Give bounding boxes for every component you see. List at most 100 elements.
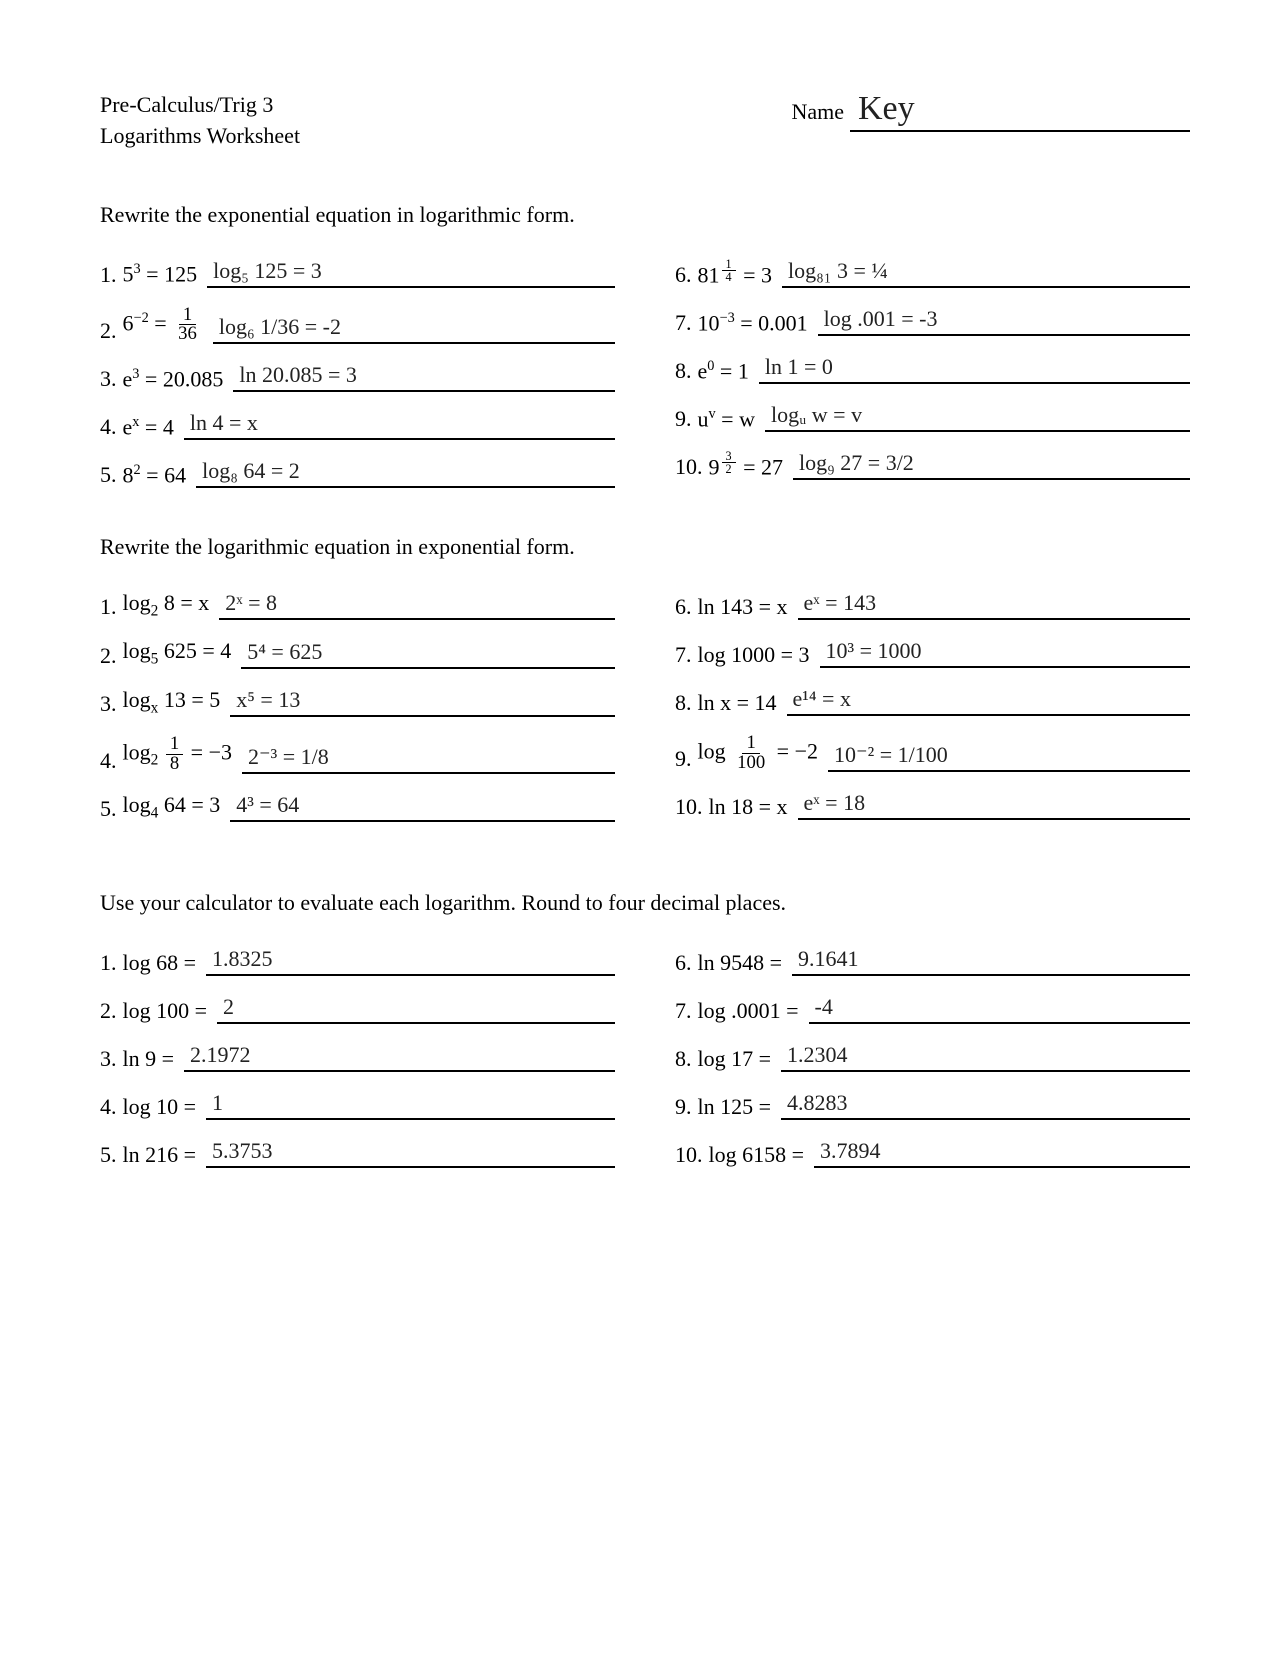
problem-row: 3.ln 9 =2.1972 [100,1042,615,1072]
section3-right: 6.ln 9548 =9.16417.log .0001 =-48.log 17… [675,928,1190,1186]
problem-given: log .0001 = [698,998,799,1024]
problem-row: 4.log2 18 = −32⁻³ = 1/8 [100,735,615,773]
section2-cols: 1.log2 8 = x2ˣ = 8 2.log5 625 = 4 5⁴ = 625… [100,572,1190,840]
problem-number: 8. [675,358,692,384]
problem-given: 53 = 125 [123,261,198,287]
problem-given: logx 13 = 5 [123,687,221,717]
problem-number: 2. [100,643,117,669]
worksheet-page: Pre-Calculus/Trig 3 Logarithms Worksheet… [0,0,1280,1656]
problem-number: 5. [100,796,117,822]
problem-given: e3 = 20.085 [123,366,224,392]
problem-number: 1. [100,594,117,620]
problem-given: 82 = 64 [123,462,187,488]
worksheet-title: Logarithms Worksheet [100,121,300,152]
problem-answer: 1.2304 [781,1042,1190,1072]
problem-answer: log₉ 27 = 3/2 [793,450,1190,480]
problem-row: 1.log 68 =1.8325 [100,946,615,976]
problem-answer: log₅ 125 = 3 [207,258,615,288]
problem-given: ln 9548 = [698,950,783,976]
problem-answer: x⁵ = 13 [230,687,615,717]
problem-given: ln 143 = x [698,594,788,620]
problem-row: 6.8114 = 3log₈₁ 3 = ¼ [675,258,1190,288]
problem-number: 4. [100,414,117,440]
problem-row: 2.log 100 =2 [100,994,615,1024]
problem-row: 9.uv = wlogᵤ w = v [675,402,1190,432]
problem-answer: 3.7894 [814,1138,1190,1168]
name-field: Key [850,90,1190,132]
problem-answer: ln 4 = x [184,410,615,440]
problem-given: log5 625 = 4 [123,638,232,668]
section1-right: 6.8114 = 3log₈₁ 3 = ¼7.10−3 = 0.001log .… [675,240,1190,506]
problem-number: 4. [100,1094,117,1120]
problem-answer: ln 20.085 = 3 [233,362,615,392]
problem-answer: 9.1641 [792,946,1190,976]
problem-answer: eˣ = 143 [798,590,1190,620]
problem-number: 9. [675,746,692,772]
problem-number: 6. [675,262,692,288]
course-name: Pre-Calculus/Trig 3 [100,90,300,121]
problem-row: 8.e0 = 1ln 1 = 0 [675,354,1190,384]
problem-answer: log₈ 64 = 2 [196,458,615,488]
problem-row: 1.53 = 125log₅ 125 = 3 [100,258,615,288]
problem-answer: e¹⁴ = x [787,686,1190,716]
problem-row: 6.ln 9548 =9.1641 [675,946,1190,976]
problem-given: ln 216 = [123,1142,197,1168]
problem-number: 10. [675,794,703,820]
section3-prompt: Use your calculator to evaluate each log… [100,890,1190,916]
problem-given: log 100 = [123,998,208,1024]
problem-row: 1.log2 8 = x2ˣ = 8 [100,590,615,620]
header-left: Pre-Calculus/Trig 3 Logarithms Worksheet [100,90,300,152]
problem-given: log 10 = [123,1094,197,1120]
problem-answer: 10⁻² = 1/100 [828,742,1190,772]
problem-number: 8. [675,690,692,716]
problem-row: 2.6−2 = 136log₆ 1/36 = -2 [100,306,615,344]
problem-number: 10. [675,1142,703,1168]
problem-number: 2. [100,318,117,344]
problem-row: 9.log 1100 = −210⁻² = 1/100 [675,734,1190,772]
problem-given: log 6158 = [709,1142,805,1168]
problem-row: 7.log .0001 =-4 [675,994,1190,1024]
problem-answer: 2.1972 [184,1042,615,1072]
problem-given: ln x = 14 [698,690,777,716]
problem-number: 5. [100,1142,117,1168]
problem-row: 7.log 1000 = 3 10³ = 1000 [675,638,1190,668]
problem-answer: 10³ = 1000 [820,638,1190,668]
problem-number: 7. [675,998,692,1024]
problem-given: ex = 4 [123,414,174,440]
problem-answer: 1.8325 [206,946,615,976]
problem-answer: log₈₁ 3 = ¼ [782,258,1190,288]
problem-answer: 2ˣ = 8 [219,590,615,620]
section3-cols: 1.log 68 =1.83252.log 100 =23.ln 9 =2.19… [100,928,1190,1186]
problem-number: 6. [675,594,692,620]
problem-row: 9.ln 125 =4.8283 [675,1090,1190,1120]
problem-answer: 4.8283 [781,1090,1190,1120]
problem-given: log2 18 = −3 [123,735,233,773]
problem-row: 5.ln 216 =5.3753 [100,1138,615,1168]
problem-answer: 5⁴ = 625 [241,639,615,669]
problem-given: log 1000 = 3 [698,642,810,668]
problem-number: 1. [100,950,117,976]
problem-number: 5. [100,462,117,488]
problem-row: 3.logx 13 = 5 x⁵ = 13 [100,687,615,717]
name-label: Name [791,99,844,125]
problem-answer: 1 [206,1090,615,1120]
problem-row: 5.log4 64 = 34³ = 64 [100,792,615,822]
problem-number: 10. [675,454,703,480]
problem-number: 9. [675,406,692,432]
problem-row: 8.log 17 =1.2304 [675,1042,1190,1072]
header: Pre-Calculus/Trig 3 Logarithms Worksheet… [100,90,1190,152]
problem-number: 4. [100,748,117,774]
section2-right: 6.ln 143 = x eˣ = 143 7.log 1000 = 3 10³ = … [675,572,1190,840]
problem-row: 3.e3 = 20.085ln 20.085 = 3 [100,362,615,392]
problem-given: ln 9 = [123,1046,175,1072]
problem-answer: 4³ = 64 [230,792,615,822]
problem-row: 6.ln 143 = x eˣ = 143 [675,590,1190,620]
problem-number: 3. [100,691,117,717]
problem-given: log 17 = [698,1046,772,1072]
problem-number: 7. [675,642,692,668]
section2-prompt: Rewrite the logarithmic equation in expo… [100,534,1190,560]
section1-cols: 1.53 = 125log₅ 125 = 32.6−2 = 136log₆ 1/… [100,240,1190,506]
section1-left: 1.53 = 125log₅ 125 = 32.6−2 = 136log₆ 1/… [100,240,615,506]
section1-prompt: Rewrite the exponential equation in loga… [100,202,1190,228]
problem-answer: log₆ 1/36 = -2 [213,314,615,344]
